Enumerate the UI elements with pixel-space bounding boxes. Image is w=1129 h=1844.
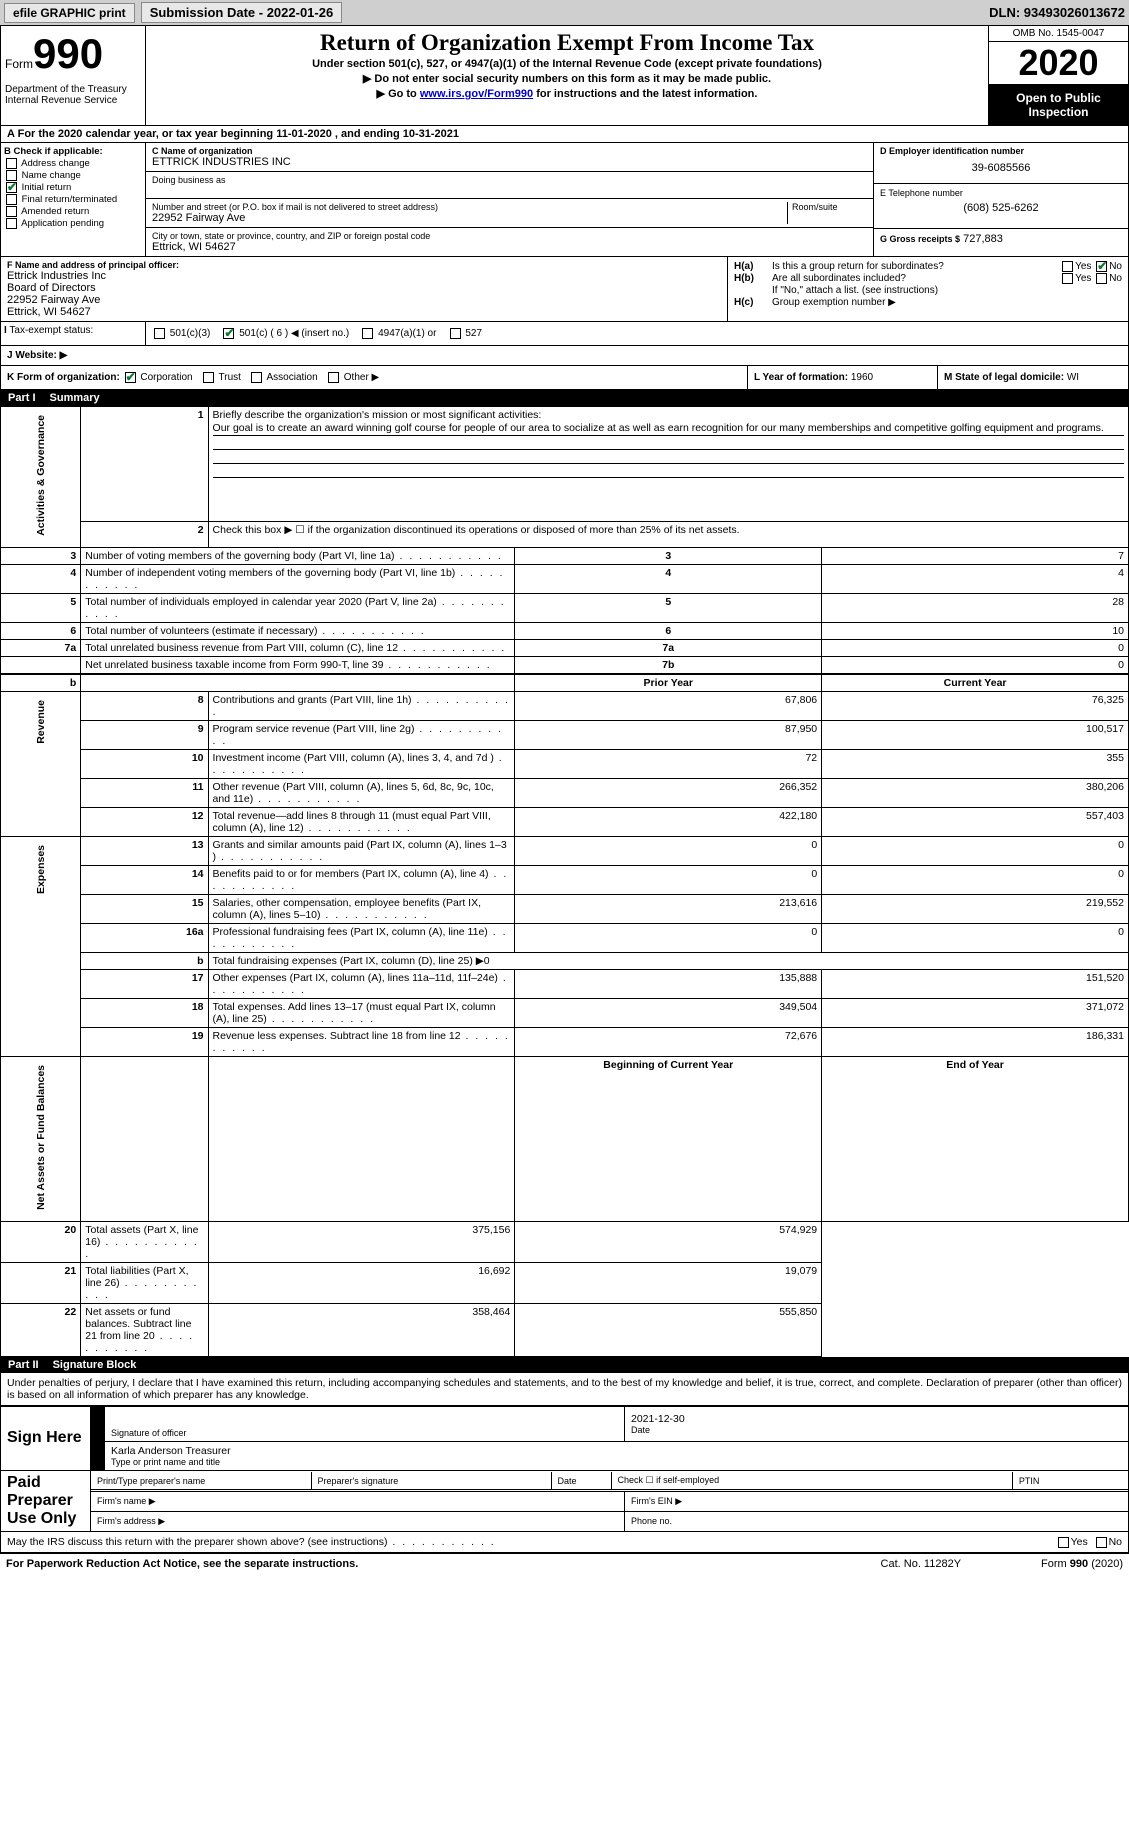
subtitle: Under section 501(c), 527, or 4947(a)(1)… bbox=[150, 58, 984, 70]
checkbox-final-return-terminated[interactable]: Final return/terminated bbox=[4, 194, 142, 205]
officer-name-title: Karla Anderson Treasurer bbox=[111, 1445, 1122, 1457]
efile-print-button[interactable]: efile GRAPHIC print bbox=[4, 3, 135, 23]
top-bar: efile GRAPHIC print Submission Date - 20… bbox=[0, 0, 1129, 25]
website-row: J Website: ▶ bbox=[0, 346, 1129, 366]
tax-year: 2020 bbox=[989, 42, 1128, 85]
irs-discuss-row: May the IRS discuss this return with the… bbox=[0, 1532, 1129, 1553]
checkbox-application-pending[interactable]: Application pending bbox=[4, 218, 142, 229]
tax-status-opt[interactable]: 501(c)(3) bbox=[152, 328, 221, 339]
tax-status-opt[interactable]: 527 bbox=[448, 328, 494, 339]
tel-label: E Telephone number bbox=[880, 188, 1122, 198]
mission-text: Our goal is to create an award winning g… bbox=[213, 421, 1124, 436]
tax-status-opt[interactable]: 501(c) ( 6 ) ◀ (insert no.) bbox=[221, 328, 360, 339]
c-name-label: C Name of organization bbox=[152, 146, 867, 156]
street-label: Number and street (or P.O. box if mail i… bbox=[152, 202, 787, 212]
section-h: H(a)Is this a group return for subordina… bbox=[728, 257, 1128, 321]
gross-label: G Gross receipts $ bbox=[880, 234, 960, 244]
f-officer-label: F Name and address of principal officer: bbox=[7, 260, 721, 270]
dept-treasury: Department of the Treasury Internal Reve… bbox=[5, 84, 141, 106]
form-org-opt[interactable]: Association bbox=[247, 372, 324, 383]
gross-receipts: 727,883 bbox=[963, 233, 1003, 245]
telephone: (608) 525-6262 bbox=[880, 198, 1122, 214]
part-ii-header: Part IISignature Block bbox=[0, 1357, 1129, 1373]
signature-table: Sign Here Signature of officer 2021-12-3… bbox=[0, 1406, 1129, 1532]
street-address: 22952 Fairway Ave bbox=[152, 212, 787, 224]
form-org-opt[interactable]: Corporation bbox=[123, 372, 199, 383]
sign-here-label: Sign Here bbox=[1, 1406, 91, 1470]
dba-label: Doing business as bbox=[152, 175, 867, 185]
vlabel-net-assets: Net Assets or Fund Balances bbox=[35, 1059, 47, 1216]
ein-label: D Employer identification number bbox=[880, 146, 1122, 156]
open-public-inspection: Open to Public Inspection bbox=[989, 85, 1128, 125]
omb-number: OMB No. 1545-0047 bbox=[989, 26, 1128, 42]
perjury-declaration: Under penalties of perjury, I declare th… bbox=[0, 1373, 1129, 1406]
paid-preparer-label: Paid Preparer Use Only bbox=[1, 1470, 91, 1531]
tax-status-options: 501(c)(3) 501(c) ( 6 ) ◀ (insert no.) 49… bbox=[146, 322, 1128, 345]
submission-date: Submission Date - 2022-01-26 bbox=[141, 2, 343, 23]
form-number: 990 bbox=[33, 30, 103, 77]
row-a-tax-year: A For the 2020 calendar year, or tax yea… bbox=[0, 126, 1129, 143]
room-suite-label: Room/suite bbox=[787, 202, 867, 224]
part-i-header: Part ISummary bbox=[0, 390, 1129, 406]
footer: For Paperwork Reduction Act Notice, see … bbox=[0, 1553, 1129, 1574]
form-org-opt[interactable]: Trust bbox=[198, 372, 246, 383]
checkbox-name-change[interactable]: Name change bbox=[4, 170, 142, 181]
section-b-checkboxes: B Check if applicable: Address change Na… bbox=[1, 143, 146, 256]
vlabel-governance: Activities & Governance bbox=[35, 409, 47, 542]
checkbox-address-change[interactable]: Address change bbox=[4, 158, 142, 169]
city-label: City or town, state or province, country… bbox=[152, 231, 867, 241]
page-title: Return of Organization Exempt From Incom… bbox=[150, 30, 984, 56]
sig-date: 2021-12-30 bbox=[631, 1413, 1122, 1425]
summary-table: Activities & Governance 1 Briefly descri… bbox=[0, 406, 1129, 1357]
org-name: ETTRICK INDUSTRIES INC bbox=[152, 156, 867, 168]
ein-value: 39-6085566 bbox=[880, 156, 1122, 180]
checkbox-amended-return[interactable]: Amended return bbox=[4, 206, 142, 217]
year-formation: 1960 bbox=[851, 372, 873, 383]
dln: DLN: 93493026013672 bbox=[989, 5, 1125, 20]
form-header: Form990 Department of the Treasury Inter… bbox=[0, 25, 1129, 126]
state-domicile: WI bbox=[1067, 372, 1079, 383]
form-label: Form bbox=[5, 57, 33, 71]
irs-link[interactable]: www.irs.gov/Form990 bbox=[420, 88, 533, 100]
tax-status-label: Tax-exempt status: bbox=[9, 325, 93, 336]
ssn-warning: ▶ Do not enter social security numbers o… bbox=[150, 72, 984, 85]
city-state-zip: Ettrick, WI 54627 bbox=[152, 241, 867, 253]
tax-status-opt[interactable]: 4947(a)(1) or bbox=[360, 328, 447, 339]
form-org-opt[interactable]: Other ▶ bbox=[323, 372, 385, 383]
checkbox-initial-return[interactable]: Initial return bbox=[4, 182, 142, 193]
goto-line: ▶ Go to www.irs.gov/Form990 for instruct… bbox=[150, 87, 984, 100]
